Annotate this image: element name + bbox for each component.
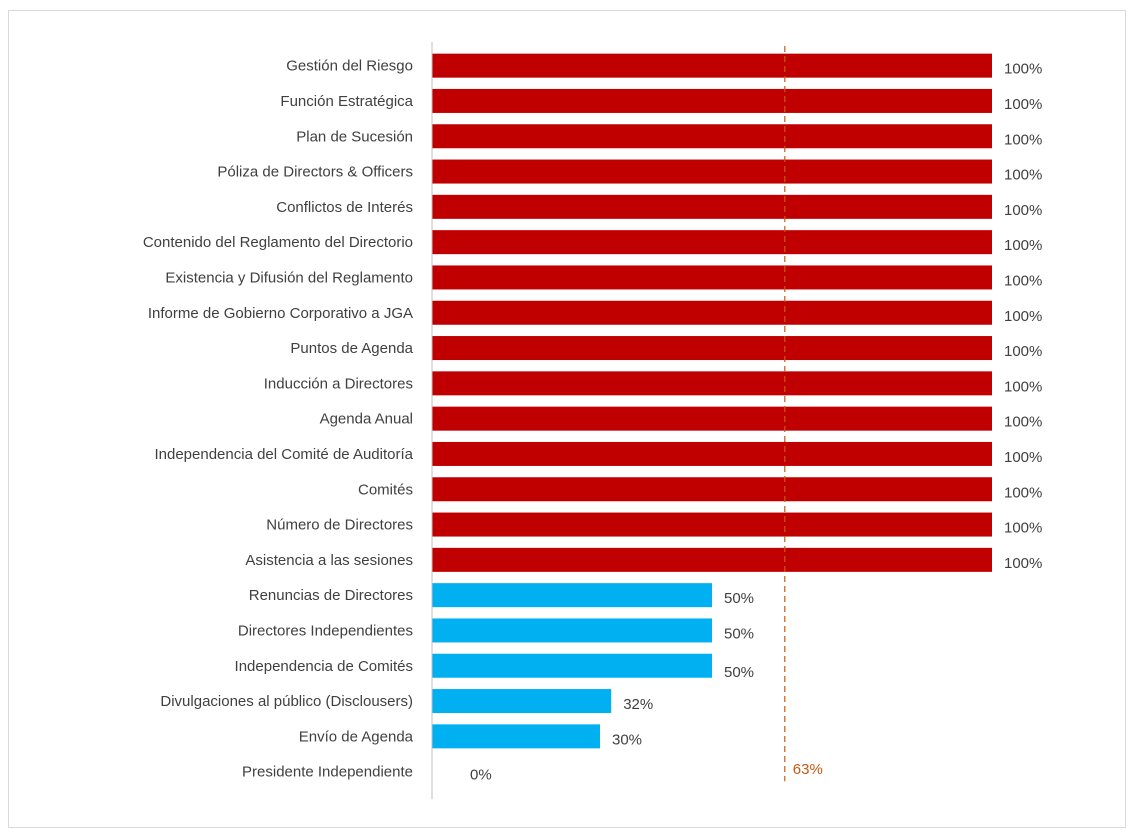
bar [432, 230, 992, 255]
category-label: Función Estratégica [280, 93, 413, 110]
bar [432, 88, 992, 113]
data-label: 100% [1004, 272, 1042, 289]
bar [432, 53, 992, 78]
data-label: 100% [1004, 237, 1042, 254]
category-label: Agenda Anual [320, 411, 413, 428]
data-label: 50% [724, 590, 754, 607]
category-label: Gestión del Riesgo [286, 58, 413, 75]
category-label: Póliza de Directors & Officers [217, 164, 413, 181]
data-label: 100% [1004, 96, 1042, 113]
category-label: Inducción a Directores [264, 375, 413, 392]
bar [432, 124, 992, 149]
category-label: Puntos de Agenda [290, 340, 413, 357]
data-label: 100% [1004, 449, 1042, 466]
category-label: Renuncias de Directores [249, 587, 413, 604]
category-label: Independencia de Comités [235, 658, 413, 675]
category-label: Envío de Agenda [299, 728, 414, 745]
category-label: Plan de Sucesión [296, 128, 413, 145]
category-label: Conflictos de Interés [276, 199, 413, 216]
bar [432, 724, 600, 749]
data-label: 32% [623, 696, 653, 713]
data-label: 50% [724, 625, 754, 642]
bar [432, 653, 712, 678]
category-label: Comités [358, 481, 413, 498]
bar [432, 583, 712, 608]
bar [432, 406, 992, 431]
bar [432, 371, 992, 396]
bar [432, 618, 712, 643]
category-label: Directores Independientes [238, 622, 413, 639]
category-label: Presidente Independiente [242, 764, 413, 781]
bar [432, 477, 992, 502]
bar [432, 300, 992, 325]
data-label: 100% [1004, 61, 1042, 78]
bar [432, 512, 992, 537]
bar [432, 194, 992, 219]
category-label: Asistencia a las sesiones [245, 552, 413, 569]
average-label: 63% [793, 761, 823, 778]
data-label: 100% [1004, 378, 1042, 395]
category-label: Contenido del Reglamento del Directorio [143, 234, 413, 251]
data-label: 100% [1004, 484, 1042, 501]
data-label: 50% [724, 664, 754, 681]
data-label: 100% [1004, 343, 1042, 360]
category-label: Informe de Gobierno Corporativo a JGA [148, 305, 413, 322]
data-label: 100% [1004, 167, 1042, 184]
category-label: Número de Directores [266, 517, 413, 534]
data-label: 100% [1004, 202, 1042, 219]
bar [432, 336, 992, 361]
data-label: 30% [612, 731, 642, 748]
category-label: Independencia del Comité de Auditoría [154, 446, 413, 463]
data-label: 100% [1004, 308, 1042, 325]
data-label: 0% [470, 767, 492, 784]
bar [432, 441, 992, 466]
bar [432, 689, 612, 714]
data-label: 100% [1004, 555, 1042, 572]
bar [432, 265, 992, 290]
category-label: Existencia y Difusión del Reglamento [165, 269, 413, 286]
data-label: 100% [1004, 131, 1042, 148]
data-label: 100% [1004, 414, 1042, 431]
bar [432, 547, 992, 572]
data-label: 100% [1004, 520, 1042, 537]
bar [432, 159, 992, 184]
category-label: Divulgaciones al público (Disclousers) [160, 693, 413, 710]
